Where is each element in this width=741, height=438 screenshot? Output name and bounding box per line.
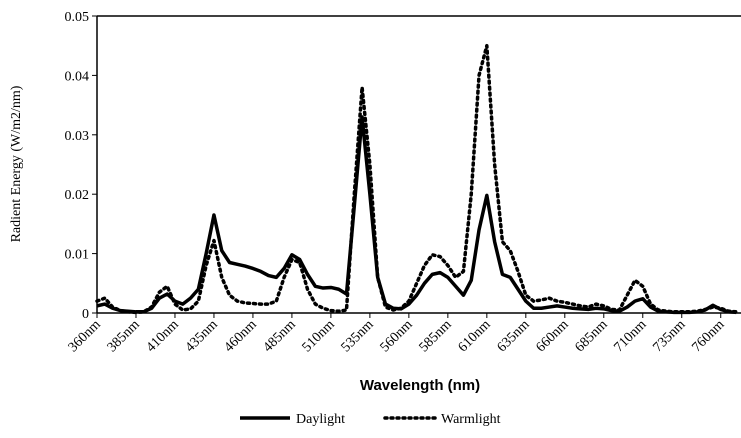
- x-tick-label: 435nm: [183, 317, 221, 355]
- x-tick-label: 585nm: [417, 317, 455, 355]
- legend-label: Daylight: [296, 412, 345, 427]
- y-tick-label: 0.02: [65, 188, 90, 203]
- x-tick-label: 635nm: [495, 317, 533, 355]
- y-tick-label: 0.03: [65, 129, 90, 144]
- x-tick-label: 360nm: [66, 317, 104, 355]
- y-tick-label: 0.01: [65, 248, 90, 263]
- x-axis-title: Wavelength (nm): [360, 377, 480, 394]
- data-line: [96, 115, 737, 315]
- x-tick-label: 385nm: [105, 317, 143, 355]
- x-tick-label: 560nm: [378, 317, 416, 355]
- y-tick-label: 0: [82, 307, 89, 322]
- x-tick-label: 485nm: [261, 317, 299, 355]
- legend-label: Warmlight: [441, 412, 501, 427]
- x-tick-label: 610nm: [456, 317, 494, 355]
- x-tick-label: 660nm: [534, 317, 572, 355]
- x-tick-label: 460nm: [222, 317, 260, 355]
- y-tick-label: 0.04: [65, 69, 90, 84]
- x-tick-label: 760nm: [689, 317, 727, 355]
- data-line: [95, 43, 739, 315]
- y-axis-title: Radient Energy (W/m2/nm): [9, 85, 24, 242]
- x-tick-label: 410nm: [144, 317, 182, 355]
- x-tick-label: 710nm: [611, 317, 649, 355]
- x-tick-label: 685nm: [573, 317, 611, 355]
- x-tick-label: 510nm: [300, 317, 338, 355]
- x-tick-label: 735nm: [650, 317, 688, 355]
- y-tick-label: 0.05: [65, 10, 90, 25]
- x-tick-label: 535nm: [339, 317, 377, 355]
